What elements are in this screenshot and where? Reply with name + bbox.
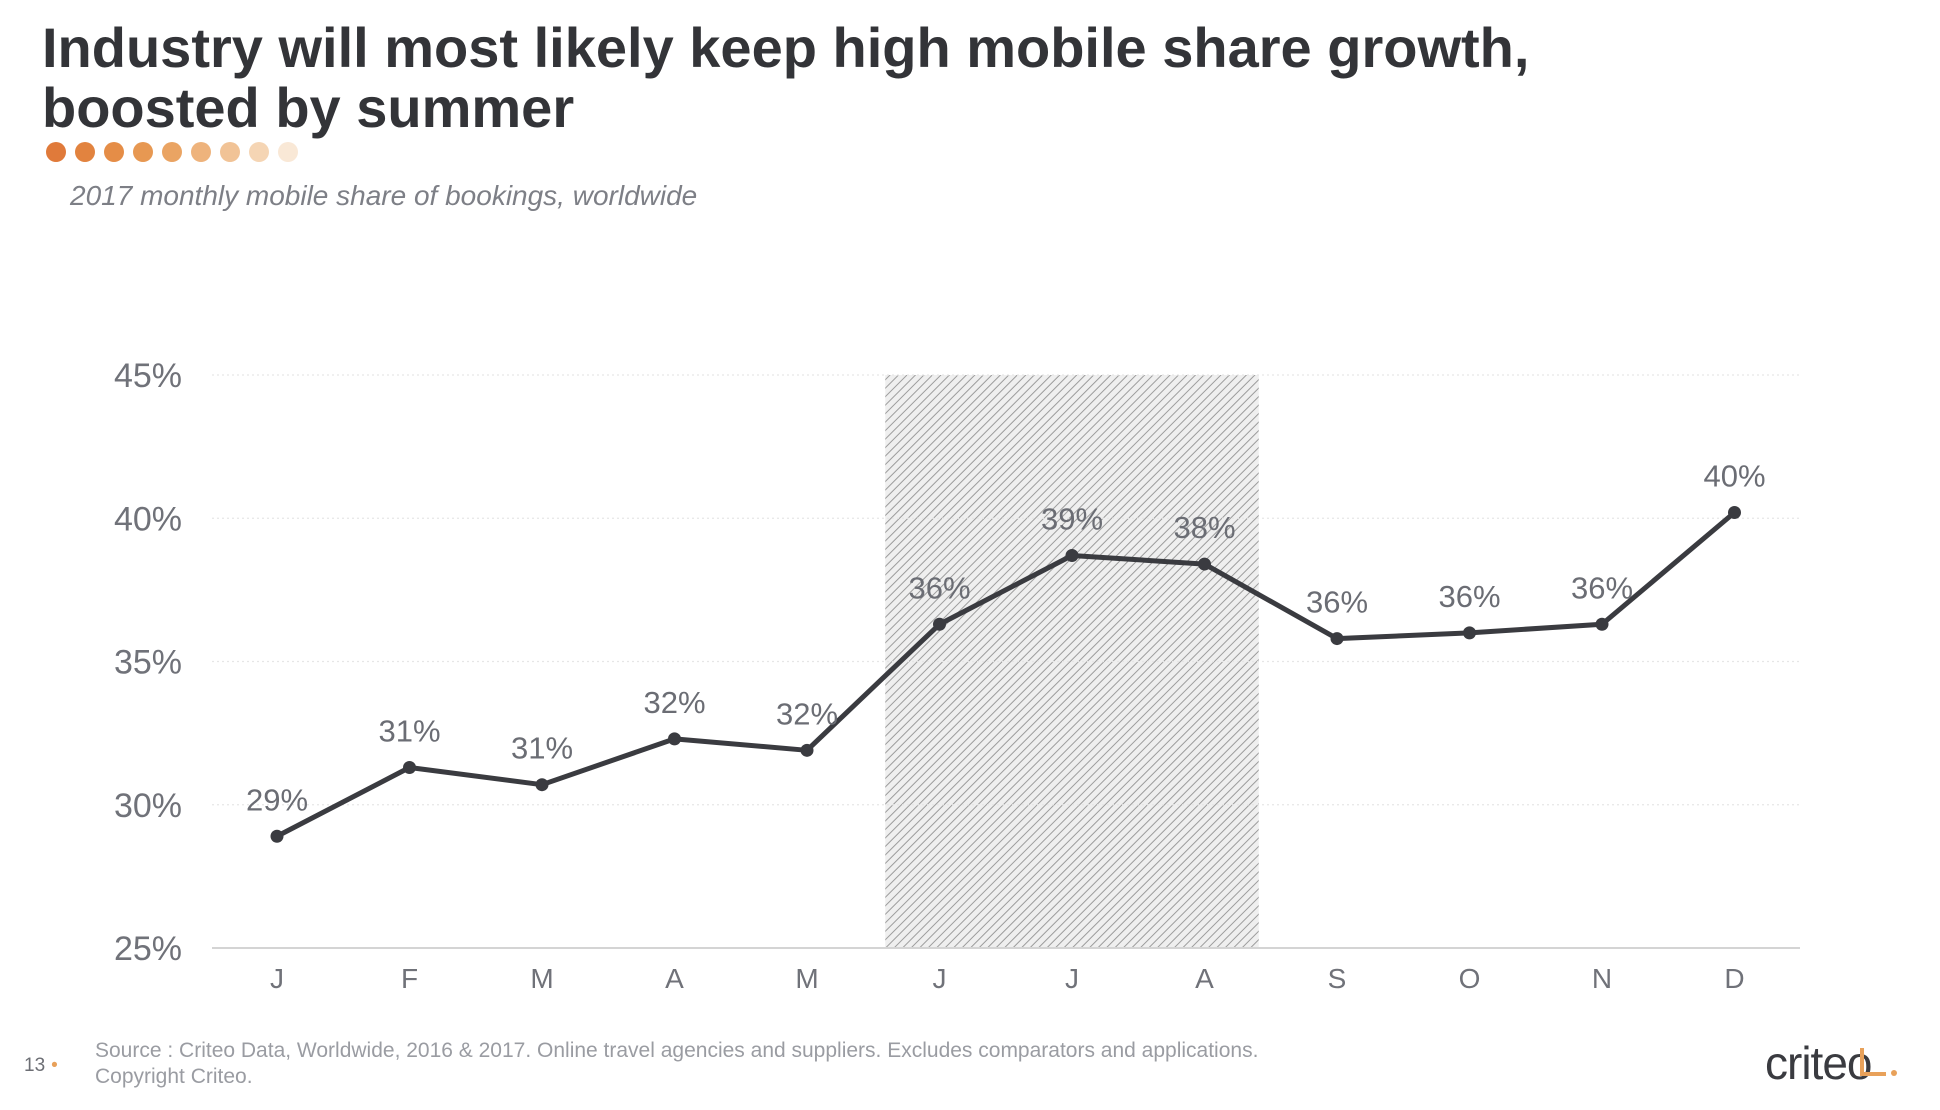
data-point xyxy=(668,732,681,746)
decorative-dot-6 xyxy=(191,142,211,162)
y-tick-label: 40% xyxy=(114,500,182,538)
title-line-2: boosted by summer xyxy=(42,76,575,139)
data-point xyxy=(1198,557,1211,571)
data-point xyxy=(1595,617,1609,631)
decorative-dot-9 xyxy=(278,142,298,162)
data-point xyxy=(270,829,284,843)
x-tick-label: M xyxy=(530,963,553,994)
data-point xyxy=(403,761,416,775)
x-tick-label: M xyxy=(795,963,818,994)
data-label: 36% xyxy=(1306,585,1368,620)
data-point xyxy=(800,743,814,757)
y-tick-label: 25% xyxy=(114,930,182,968)
criteo-logo-text: criteo xyxy=(1765,1037,1872,1089)
decorative-dot-5 xyxy=(162,142,182,162)
page-title: Industry will most likely keep high mobi… xyxy=(42,18,1742,138)
x-tick-label: S xyxy=(1328,963,1347,994)
data-label: 36% xyxy=(1571,570,1633,605)
page-number-dot: • xyxy=(51,1055,58,1076)
data-label: 38% xyxy=(1173,510,1235,545)
x-tick-label: D xyxy=(1724,963,1744,994)
x-tick-label: A xyxy=(1195,963,1214,994)
data-label: 32% xyxy=(776,696,838,731)
y-tick-label: 45% xyxy=(114,357,182,395)
x-tick-label: N xyxy=(1592,963,1612,994)
data-point xyxy=(535,778,549,792)
y-tick-label: 35% xyxy=(114,644,182,682)
data-point xyxy=(1065,548,1079,562)
data-label: 32% xyxy=(643,685,705,720)
data-label: 36% xyxy=(908,570,970,605)
x-tick-label: F xyxy=(401,963,418,994)
decorative-dot-3 xyxy=(104,142,124,162)
data-point xyxy=(1463,626,1476,640)
data-point xyxy=(933,617,946,631)
data-label: 36% xyxy=(1438,579,1500,614)
page-number: 13 • xyxy=(24,1055,58,1077)
x-tick-label: J xyxy=(933,963,947,994)
y-tick-label: 30% xyxy=(114,787,182,825)
data-point xyxy=(1330,632,1344,646)
chart-subtitle: 2017 monthly mobile share of bookings, w… xyxy=(70,180,698,211)
criteo-logo: criteo xyxy=(1765,1036,1872,1090)
data-label: 31% xyxy=(378,714,440,749)
data-label: 39% xyxy=(1041,501,1103,536)
x-tick-label: O xyxy=(1459,963,1481,994)
decorative-dot-1 xyxy=(46,142,66,162)
data-label: 40% xyxy=(1703,459,1765,494)
data-label: 29% xyxy=(246,782,308,817)
criteo-logo-mark-icon xyxy=(1860,1048,1897,1076)
series-line xyxy=(274,510,1737,839)
source-note: Source : Criteo Data, Worldwide, 2016 & … xyxy=(95,1038,1258,1090)
decorative-dot-7 xyxy=(220,142,240,162)
title-line-1: Industry will most likely keep high mobi… xyxy=(42,16,1530,79)
decorative-dot-8 xyxy=(249,142,269,162)
x-tick-label: J xyxy=(270,963,284,994)
data-label: 31% xyxy=(511,731,573,766)
decorative-dot-row xyxy=(46,142,298,162)
decorative-dot-4 xyxy=(133,142,153,162)
decorative-dot-2 xyxy=(75,142,95,162)
x-tick-label: A xyxy=(665,963,684,994)
source-line-2: Copyright Criteo. xyxy=(95,1065,253,1088)
data-point xyxy=(1728,506,1741,520)
line-chart: 25% 30% 35% 40% 45% J F M A M J J A S O N D 29% 31% 31% 32… xyxy=(114,357,1800,994)
source-line-1: Source : Criteo Data, Worldwide, 2016 & … xyxy=(95,1039,1259,1062)
page-number-text: 13 xyxy=(24,1055,46,1076)
x-tick-label: J xyxy=(1065,963,1079,994)
